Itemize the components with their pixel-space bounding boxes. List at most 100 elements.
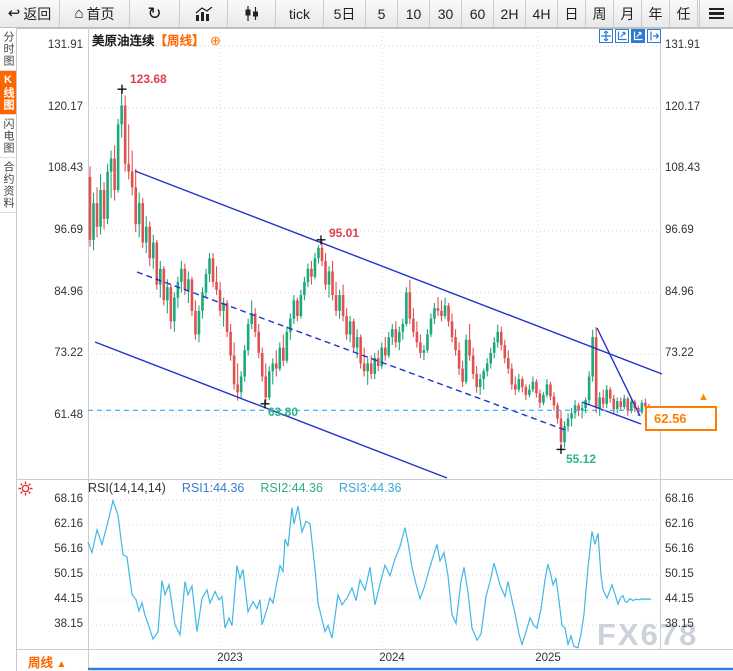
candle-body-up — [239, 376, 243, 393]
toolbar-item-label: 10 — [405, 5, 422, 22]
candle-body-up — [630, 401, 633, 411]
toolbar-item-home[interactable]: ⌂ 首页 — [60, 0, 130, 27]
zoom-x-icon[interactable] — [615, 29, 629, 43]
toolbar-item-back[interactable]: ↩ 返回 — [0, 0, 60, 27]
toolbar-item-any[interactable]: 任 — [670, 0, 698, 27]
add-indicator-icon[interactable]: ⊕ — [210, 33, 221, 48]
candle-body-down — [127, 163, 130, 172]
candle-body-up — [528, 389, 531, 395]
candle-body-up — [137, 203, 141, 225]
zoom-y-icon[interactable] — [631, 29, 645, 43]
candle-body-up — [204, 274, 208, 293]
candle-body-up — [380, 347, 384, 366]
candle-body-up — [187, 279, 190, 290]
candle-body-up — [106, 171, 109, 219]
sidebar-tab-闪电图[interactable]: 闪电图 — [0, 115, 16, 158]
channel-midline-dashed — [136, 271, 566, 431]
bar-line-chart-icon — [195, 6, 212, 21]
candle-body-down — [461, 368, 464, 382]
symbol-name: 美原油连续 — [92, 34, 155, 48]
candle-body-up — [303, 281, 306, 296]
fx678-watermark: FX678 — [597, 617, 699, 652]
candle-body-down — [503, 344, 507, 359]
toolbar-item-label: 年 — [648, 5, 663, 22]
crosshair-icon[interactable] — [599, 29, 613, 43]
toolbar-item-day[interactable]: 日 — [558, 0, 586, 27]
rsi-value-1: RSI1:44.36 — [181, 481, 245, 495]
toolbar-item-4h[interactable]: 4H — [526, 0, 558, 27]
toolbar-item-30[interactable]: 30 — [430, 0, 462, 27]
candle-body-down — [415, 331, 419, 343]
toolbar-item-tick[interactable]: tick — [276, 0, 324, 27]
candle-body-down — [229, 331, 232, 356]
sidebar-tab-合约资料[interactable]: 合约资料 — [0, 158, 16, 213]
toolbar-item-5[interactable]: 5 — [366, 0, 398, 27]
candle-body-up — [429, 318, 433, 335]
x-axis-year-label: 2025 — [535, 652, 561, 664]
candle-body-up — [398, 331, 401, 343]
candle-body-down — [324, 260, 327, 285]
candle-body-down — [95, 203, 99, 227]
toolbar-item-candle-chart[interactable] — [228, 0, 276, 27]
toolbar-item-week[interactable]: 周 — [586, 0, 614, 27]
sidebar-tab-K线图[interactable]: K线图 — [0, 71, 16, 115]
toolbar-item-label: 首页 — [86, 5, 115, 22]
candle-body-down — [524, 387, 528, 395]
toolbar-item-label: 5 — [377, 5, 386, 22]
swing-marker-cross — [556, 444, 566, 454]
back-arrow-icon: ↩ — [7, 5, 21, 22]
candle-body-down — [471, 355, 475, 374]
candle-body-down — [352, 321, 355, 348]
toolbar-item-year[interactable]: 年 — [642, 0, 670, 27]
rsi-line — [87, 498, 652, 649]
menu-hamburger-icon[interactable] — [699, 0, 733, 27]
candle-body-up — [173, 297, 176, 322]
candle-body-down — [257, 331, 261, 353]
candle-body-up — [109, 158, 113, 172]
candle-body-up — [584, 400, 587, 409]
toolbar-item-trend-chart[interactable] — [180, 0, 228, 27]
swing-price-label: 55.12 — [566, 452, 597, 467]
candle-body-up — [598, 397, 601, 409]
candle-body-down — [282, 347, 285, 361]
candle-body-up — [120, 105, 123, 125]
toolbar-item-10[interactable]: 10 — [398, 0, 430, 27]
candle-body-up — [338, 295, 341, 311]
candle-body-up — [278, 347, 282, 369]
candlestick-icon — [245, 6, 258, 21]
trendline — [134, 170, 663, 375]
toolbar-item-2h[interactable]: 2H — [494, 0, 526, 27]
toolbar-item-5d[interactable]: 5日 — [324, 0, 366, 27]
pan-right-icon[interactable] — [647, 29, 661, 43]
toolbar-item-60[interactable]: 60 — [462, 0, 494, 27]
price-axis-label-right: 131.91 — [665, 39, 701, 51]
candle-body-up — [306, 268, 310, 282]
candle-body-up — [390, 329, 394, 338]
candle-body-up — [159, 268, 162, 285]
candle-body-down — [506, 358, 510, 369]
candle-body-up — [570, 413, 573, 419]
candle-body-up — [327, 271, 331, 285]
candle-body-down — [331, 271, 334, 296]
sidebar-tab-分时图[interactable]: 分时图 — [0, 28, 16, 71]
candle-body-up — [517, 379, 521, 390]
toolbar-item-label: 任 — [676, 5, 691, 22]
candle-body-down — [447, 305, 450, 322]
candle-body-up — [640, 402, 644, 413]
toolbar-item-month[interactable]: 月 — [614, 0, 642, 27]
candle-body-up — [387, 337, 391, 356]
trendline — [94, 341, 448, 479]
toolbar-item-label: 周 — [592, 5, 607, 22]
rsi-settings-gear-icon[interactable] — [18, 481, 33, 501]
candle-body-up — [246, 323, 250, 351]
bottom-period-selector[interactable]: 周线 ▲ — [28, 652, 66, 671]
candle-body-down — [155, 242, 159, 285]
jump-to-latest-icon[interactable]: ▲ — [698, 391, 709, 403]
toolbar-item-refresh[interactable]: ↻ — [130, 0, 180, 27]
price-axis-label-right: 96.69 — [665, 224, 694, 237]
toolbar-item-label: 返回 — [23, 5, 52, 22]
chart-tool-icons — [599, 29, 661, 43]
candle-body-down — [601, 397, 605, 404]
